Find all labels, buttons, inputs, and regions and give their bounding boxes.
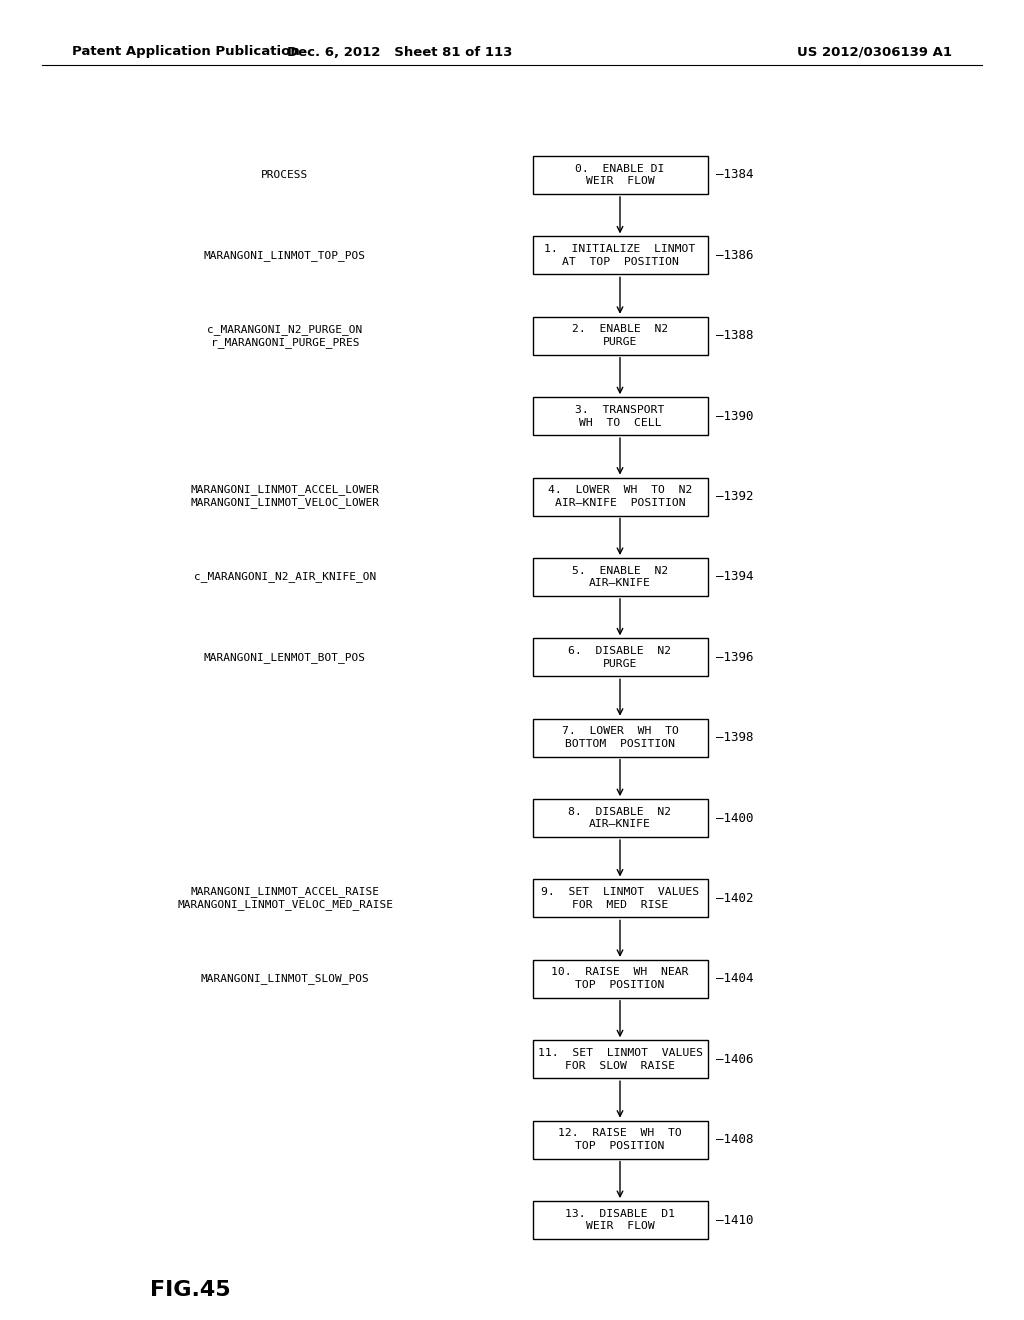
Bar <box>532 639 708 676</box>
Text: 4.  LOWER  WH  TO  N2
AIR–KNIFE  POSITION: 4. LOWER WH TO N2 AIR–KNIFE POSITION <box>548 486 692 508</box>
Text: —1390: —1390 <box>716 409 753 422</box>
Text: 1.  INITIALIZE  LINMOT
AT  TOP  POSITION: 1. INITIALIZE LINMOT AT TOP POSITION <box>545 244 695 267</box>
Text: —1402: —1402 <box>716 892 753 906</box>
Bar <box>532 960 708 998</box>
Bar <box>532 156 708 194</box>
Text: FIG.45: FIG.45 <box>150 1280 230 1300</box>
Text: —1394: —1394 <box>716 570 753 583</box>
Bar <box>532 1040 708 1078</box>
Text: Dec. 6, 2012   Sheet 81 of 113: Dec. 6, 2012 Sheet 81 of 113 <box>288 45 513 58</box>
Text: 2.  ENABLE  N2
PURGE: 2. ENABLE N2 PURGE <box>571 325 668 347</box>
Text: —1392: —1392 <box>716 490 753 503</box>
Text: —1406: —1406 <box>716 1053 753 1065</box>
Text: 10.  RAISE  WH  NEAR
TOP  POSITION: 10. RAISE WH NEAR TOP POSITION <box>551 968 689 990</box>
Text: 0.  ENABLE DI
WEIR  FLOW: 0. ENABLE DI WEIR FLOW <box>575 164 665 186</box>
Text: MARANGONI_LINMOT_VELOC_MED_RAISE: MARANGONI_LINMOT_VELOC_MED_RAISE <box>177 899 393 911</box>
Text: 3.  TRANSPORT
WH  TO  CELL: 3. TRANSPORT WH TO CELL <box>575 405 665 428</box>
Text: 6.  DISABLE  N2
PURGE: 6. DISABLE N2 PURGE <box>568 645 672 669</box>
Text: MARANGONI_LINMOT_ACCEL_RAISE: MARANGONI_LINMOT_ACCEL_RAISE <box>190 887 380 898</box>
Text: —1404: —1404 <box>716 973 753 985</box>
Text: MARANGONI_LINMOT_VELOC_LOWER: MARANGONI_LINMOT_VELOC_LOWER <box>190 498 380 508</box>
Text: —1408: —1408 <box>716 1133 753 1146</box>
Text: PROCESS: PROCESS <box>261 170 308 180</box>
Bar <box>532 558 708 595</box>
Text: 11.  SET  LINMOT  VALUES
FOR  SLOW  RAISE: 11. SET LINMOT VALUES FOR SLOW RAISE <box>538 1048 702 1071</box>
Text: —1398: —1398 <box>716 731 753 744</box>
Text: Patent Application Publication: Patent Application Publication <box>72 45 300 58</box>
Bar <box>532 718 708 756</box>
Bar <box>532 799 708 837</box>
Text: 12.  RAISE  WH  TO
TOP  POSITION: 12. RAISE WH TO TOP POSITION <box>558 1129 682 1151</box>
Bar <box>532 397 708 436</box>
Bar <box>532 236 708 275</box>
Text: MARANGONI_LINMOT_TOP_POS: MARANGONI_LINMOT_TOP_POS <box>204 249 366 261</box>
Text: —1384: —1384 <box>716 169 753 181</box>
Text: 13.  DISABLE  D1
WEIR  FLOW: 13. DISABLE D1 WEIR FLOW <box>565 1209 675 1232</box>
Text: c_MARANGONI_N2_PURGE_ON: c_MARANGONI_N2_PURGE_ON <box>208 323 362 335</box>
Text: MARANGONI_LINMOT_ACCEL_LOWER: MARANGONI_LINMOT_ACCEL_LOWER <box>190 484 380 495</box>
Text: 7.  LOWER  WH  TO
BOTTOM  POSITION: 7. LOWER WH TO BOTTOM POSITION <box>561 726 679 748</box>
Bar <box>532 1121 708 1159</box>
Bar <box>532 478 708 516</box>
Text: c_MARANGONI_N2_AIR_KNIFE_ON: c_MARANGONI_N2_AIR_KNIFE_ON <box>194 572 376 582</box>
Text: MARANGONI_LENMOT_BOT_POS: MARANGONI_LENMOT_BOT_POS <box>204 652 366 663</box>
Text: —1386: —1386 <box>716 249 753 261</box>
Text: —1396: —1396 <box>716 651 753 664</box>
Text: —1388: —1388 <box>716 329 753 342</box>
Bar <box>532 317 708 355</box>
Text: r_MARANGONI_PURGE_PRES: r_MARANGONI_PURGE_PRES <box>211 337 359 347</box>
Text: 9.  SET  LINMOT  VALUES
FOR  MED  RISE: 9. SET LINMOT VALUES FOR MED RISE <box>541 887 699 909</box>
Text: US 2012/0306139 A1: US 2012/0306139 A1 <box>797 45 952 58</box>
Text: MARANGONI_LINMOT_SLOW_POS: MARANGONI_LINMOT_SLOW_POS <box>201 973 370 985</box>
Text: —1410: —1410 <box>716 1213 753 1226</box>
Text: —1400: —1400 <box>716 812 753 825</box>
Text: 5.  ENABLE  N2
AIR–KNIFE: 5. ENABLE N2 AIR–KNIFE <box>571 565 668 589</box>
Bar <box>532 879 708 917</box>
Text: 8.  DISABLE  N2
AIR–KNIFE: 8. DISABLE N2 AIR–KNIFE <box>568 807 672 829</box>
Bar <box>532 1201 708 1239</box>
